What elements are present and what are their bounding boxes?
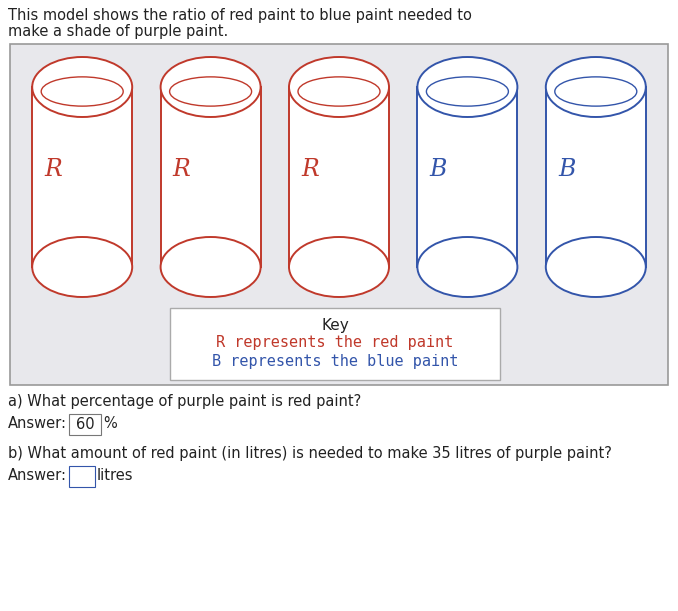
Bar bbox=[32, 87, 132, 267]
Text: make a shade of purple paint.: make a shade of purple paint. bbox=[8, 24, 228, 39]
Text: %: % bbox=[103, 416, 117, 431]
Text: R: R bbox=[44, 158, 62, 181]
Ellipse shape bbox=[161, 237, 260, 297]
Text: a) What percentage of purple paint is red paint?: a) What percentage of purple paint is re… bbox=[8, 394, 361, 409]
Ellipse shape bbox=[298, 77, 380, 106]
Text: This model shows the ratio of red paint to blue paint needed to: This model shows the ratio of red paint … bbox=[8, 8, 472, 23]
Ellipse shape bbox=[41, 77, 123, 106]
Ellipse shape bbox=[546, 237, 646, 297]
FancyBboxPatch shape bbox=[170, 308, 500, 380]
Bar bbox=[289, 87, 389, 267]
Text: B: B bbox=[558, 158, 576, 181]
Text: 60: 60 bbox=[76, 417, 94, 432]
FancyBboxPatch shape bbox=[69, 466, 95, 487]
FancyBboxPatch shape bbox=[10, 44, 668, 385]
Ellipse shape bbox=[418, 237, 517, 297]
Ellipse shape bbox=[289, 237, 389, 297]
Bar bbox=[418, 87, 517, 267]
Text: Answer:: Answer: bbox=[8, 468, 67, 483]
Ellipse shape bbox=[546, 57, 646, 117]
Ellipse shape bbox=[32, 57, 132, 117]
Bar bbox=[546, 87, 646, 267]
Ellipse shape bbox=[170, 77, 252, 106]
Ellipse shape bbox=[161, 57, 260, 117]
Ellipse shape bbox=[289, 57, 389, 117]
Text: R: R bbox=[173, 158, 191, 181]
Text: B: B bbox=[430, 158, 447, 181]
Ellipse shape bbox=[426, 77, 508, 106]
FancyBboxPatch shape bbox=[69, 414, 101, 435]
Ellipse shape bbox=[555, 77, 637, 106]
Text: Answer:: Answer: bbox=[8, 416, 67, 431]
Ellipse shape bbox=[32, 237, 132, 297]
Text: B represents the blue paint: B represents the blue paint bbox=[212, 354, 458, 369]
Text: Key: Key bbox=[321, 318, 349, 333]
Text: R represents the red paint: R represents the red paint bbox=[216, 335, 454, 350]
Text: R: R bbox=[301, 158, 319, 181]
Text: b) What amount of red paint (in litres) is needed to make 35 litres of purple pa: b) What amount of red paint (in litres) … bbox=[8, 446, 612, 461]
Bar bbox=[161, 87, 260, 267]
Text: litres: litres bbox=[97, 468, 134, 483]
Ellipse shape bbox=[418, 57, 517, 117]
